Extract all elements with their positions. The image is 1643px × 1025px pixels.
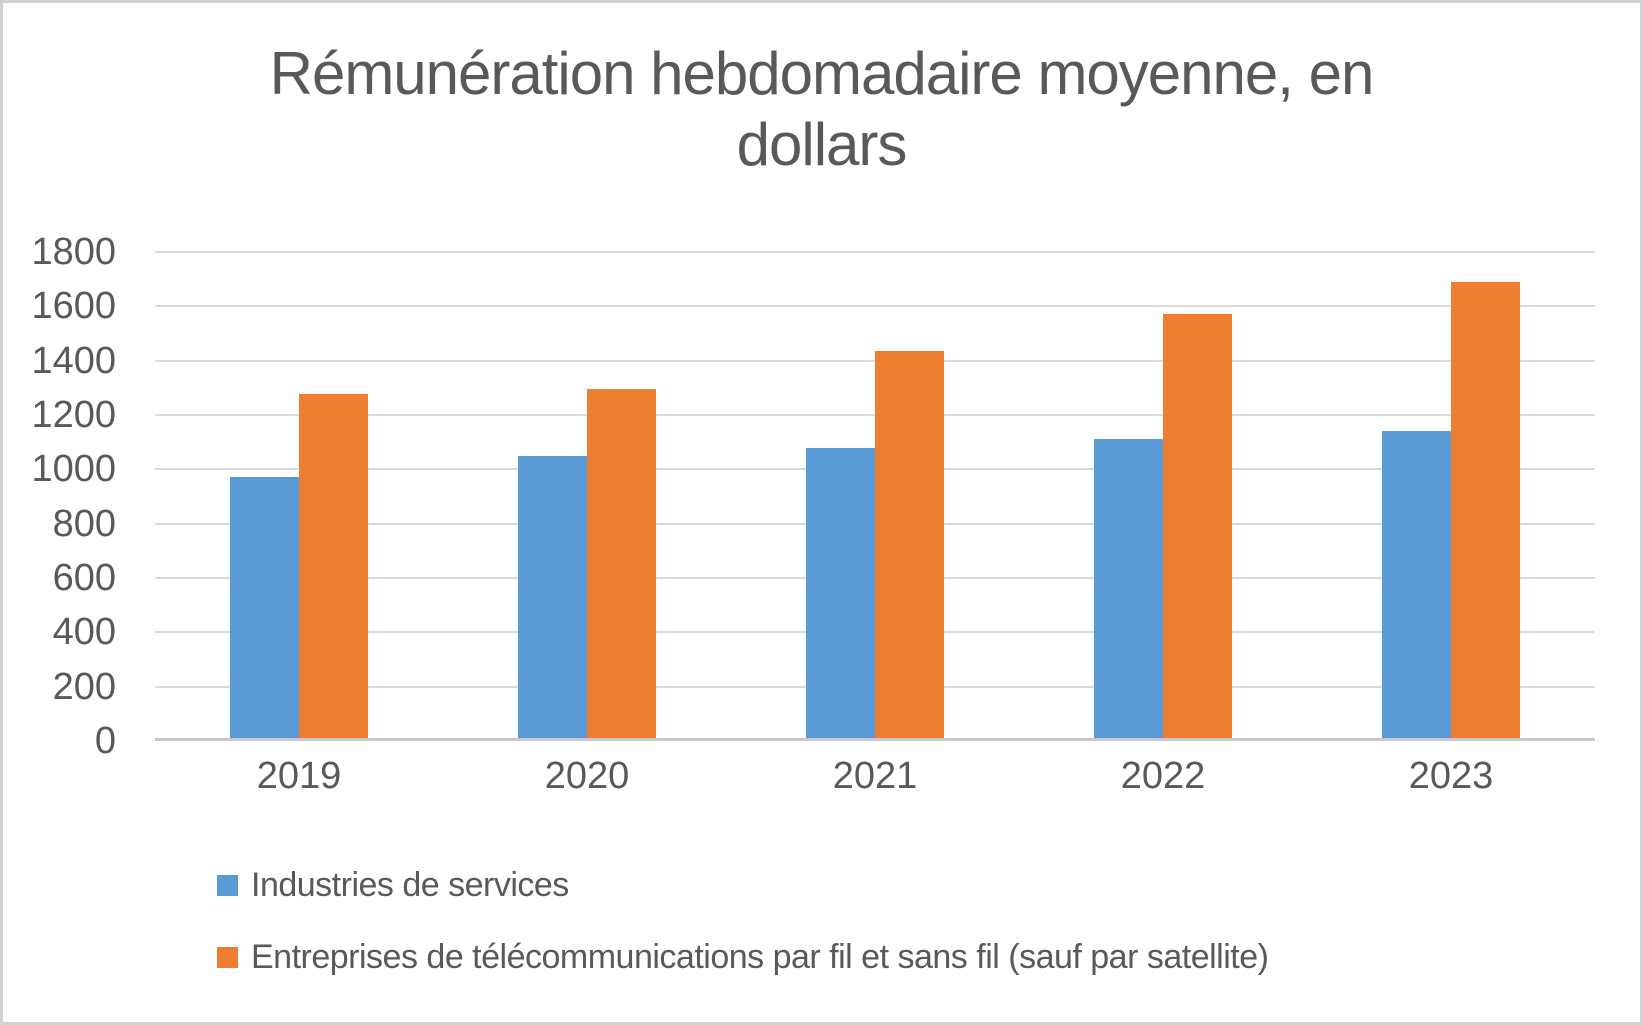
plot-area (155, 251, 1595, 741)
legend-swatch-telecom (217, 946, 238, 968)
bar-series1-2023 (1382, 430, 1451, 741)
x-tick-label-2019: 2019 (256, 755, 342, 797)
x-tick-label-2023: 2023 (1408, 755, 1494, 797)
legend-item-services: Industries de services (217, 865, 1268, 905)
gridline-1600 (155, 305, 1595, 308)
bar-series1-2021 (806, 447, 875, 741)
legend-label-telecom: Entreprises de télécommunications par fi… (251, 937, 1269, 976)
bar-series1-2022 (1094, 439, 1163, 741)
bar-series2-2020 (587, 388, 656, 741)
bar-series2-2019 (299, 393, 368, 741)
y-tick-label-1800: 1800 (31, 231, 116, 273)
y-tick-label-200: 200 (52, 665, 116, 708)
y-tick-label-1600: 1600 (31, 285, 116, 328)
y-tick-label-1200: 1200 (31, 394, 116, 437)
legend: Industries de services Entreprises de té… (217, 865, 1269, 1009)
y-tick-label-800: 800 (52, 502, 116, 545)
bar-series1-2020 (518, 456, 587, 741)
bar-series2-2021 (875, 350, 944, 741)
y-tick-label-1400: 1400 (31, 339, 116, 382)
bar-group-2022 (1019, 252, 1307, 741)
bar-series2-2022 (1163, 313, 1232, 741)
bar-series2-2023 (1451, 281, 1520, 741)
chart-title-line-2: dollars (736, 110, 908, 178)
y-tick-label-600: 600 (52, 557, 116, 600)
x-tick-label-2022: 2022 (1120, 755, 1206, 797)
bar-group-2023 (1307, 252, 1595, 741)
bar-series1-2019 (230, 477, 299, 741)
bar-group-2020 (443, 252, 731, 741)
x-axis-line (155, 738, 1595, 741)
legend-swatch-services (217, 874, 238, 896)
bar-group-2019 (155, 252, 443, 741)
y-tick-label-0: 0 (94, 720, 116, 762)
x-axis-labels: 2019 2020 2021 2022 2023 (155, 755, 1595, 798)
legend-label-services: Industries de services (251, 865, 569, 904)
y-tick-label-1000: 1000 (31, 448, 116, 491)
gridline-1800 (155, 251, 1595, 253)
bar-group-2021 (731, 252, 1019, 741)
y-axis-labels: 0 200 400 600 800 1000 1200 1400 1600 1800 (3, 232, 116, 761)
chart-title-line-1: Rémunération hebdomadaire moyenne, en (269, 40, 1375, 107)
y-tick-label-400: 400 (52, 611, 116, 654)
x-tick-label-2020: 2020 (544, 755, 630, 797)
chart-title: Rémunération hebdomadaire moyenne, en do… (3, 39, 1640, 181)
legend-item-telecom: Entreprises de télécommunications par fi… (217, 937, 1269, 977)
x-tick-label-2021: 2021 (832, 755, 918, 797)
